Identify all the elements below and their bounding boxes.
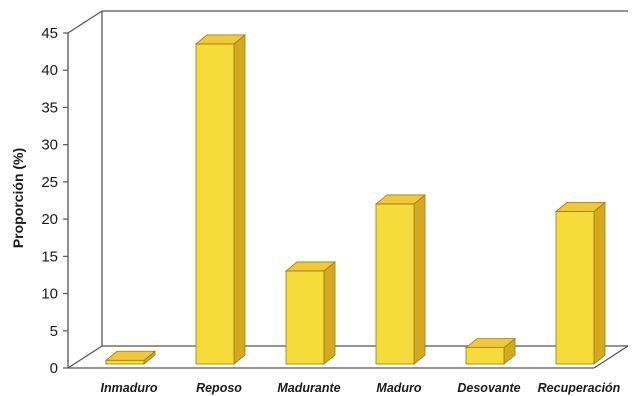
bar [464,337,517,365]
bar [374,194,427,365]
bar [194,34,247,365]
y-tick-label: 10 [41,286,58,303]
x-category-label: Desovante [457,381,520,395]
y-axis-title: Proporción (%) [10,148,26,248]
x-category-label: Reposo [196,381,242,395]
bar-top-face [464,338,517,349]
bar-front-face [375,203,415,365]
bar-front-face [465,347,505,365]
y-tick-label: 45 [41,25,58,42]
x-category-label: Inmaduro [101,381,158,395]
bars [104,34,607,365]
x-axis-labels: Inmaduro Reposo Madurante Maduro Desovante Re… [101,381,621,395]
y-axis-ticks: 0 5 10 15 20 25 30 35 40 45 [41,25,68,377]
x-category-label: Madurante [277,381,340,395]
bar [554,201,607,365]
y-tick-label: 0 [50,360,58,377]
y-tick-label: 40 [41,62,58,79]
bar-side-face [233,34,246,365]
bar-top-face [104,350,157,361]
wall-top-edge [67,10,103,34]
wall-bottom-edge [67,345,103,369]
bar-top-face [284,261,337,272]
bar-side-face [323,261,336,365]
bar [104,350,157,365]
x-category-label: Maduro [376,381,422,395]
chart-back-wall [67,10,629,369]
y-tick-label: 5 [50,323,58,340]
bar-front-face [555,210,595,365]
y-tick-label: 35 [41,99,58,116]
floor-right-edge [593,345,629,369]
bar-front-face [105,359,145,365]
x-category-label: Recuperación [538,381,621,395]
bar-side-face [413,194,426,365]
bar-top-face [194,34,247,45]
bar-top-face [374,194,427,205]
bar-front-face [195,43,235,365]
bar-front-face [285,270,325,365]
y-tick-label: 30 [41,137,58,154]
y-tick-label: 20 [41,211,58,228]
y-tick-label: 15 [41,248,58,265]
bar [284,261,337,365]
bar-side-face [593,201,606,365]
y-tick-label: 25 [41,174,58,191]
bar-top-face [554,201,607,212]
